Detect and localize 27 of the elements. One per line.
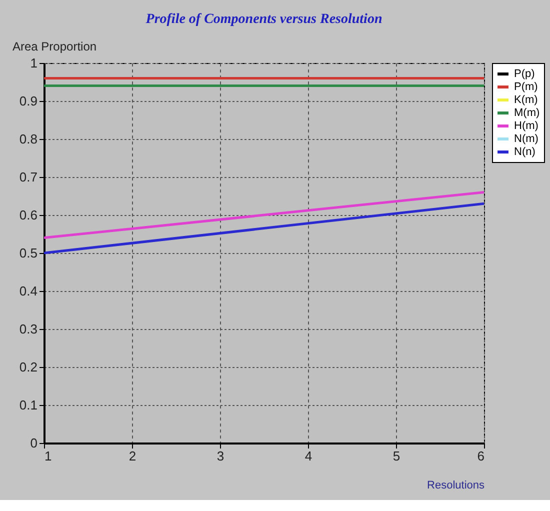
x-tick-label: 1 [44,448,52,464]
y-tick-label: 0.6 [19,208,38,222]
legend-label: P(m) [514,81,538,93]
x-tick-label: 3 [216,448,224,464]
legend-label: H(m) [514,120,538,132]
legend-label: N(m) [514,133,538,145]
legend-label: P(p) [514,68,535,80]
y-tick-label: 0.2 [19,360,38,374]
x-tick-label: 4 [304,448,312,464]
x-tick-label: 2 [128,448,136,464]
y-tick-label: 0.5 [19,246,38,260]
legend-label: M(m) [514,107,540,119]
x-axis-title: Resolutions [427,480,485,492]
y-tick-label: 0.8 [19,132,38,146]
y-tick-label: 0.1 [19,398,38,412]
y-tick-label: 0.9 [19,94,38,108]
legend-label: N(n) [514,146,536,158]
y-tick-label: 1 [30,56,38,70]
y-tick-label: 0.4 [19,284,38,298]
y-tick-label: 0.3 [19,322,38,336]
y-tick-label: 0 [30,436,38,450]
chart-title: Profile of Components versus Resolution [146,12,382,27]
x-tick-label: 5 [392,448,400,464]
y-tick-label: 0.7 [19,170,38,184]
legend-label: K(m) [514,94,538,106]
x-tick-label: 6 [477,448,484,464]
y-axis-title: Area Proportion [12,40,97,54]
